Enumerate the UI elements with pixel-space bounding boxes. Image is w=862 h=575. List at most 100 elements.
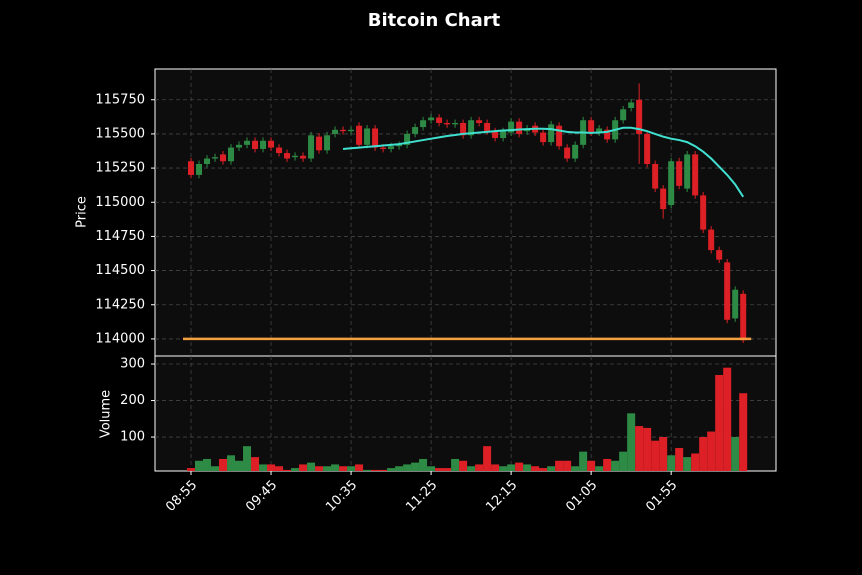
candle-body xyxy=(516,121,523,134)
candle-body xyxy=(196,163,203,175)
volume-bar xyxy=(355,464,364,471)
volume-bar xyxy=(203,458,212,471)
volume-tick-label: 200 xyxy=(120,393,145,408)
volume-bar xyxy=(587,460,596,471)
volume-bar xyxy=(467,466,476,471)
y-tick-label: 114500 xyxy=(95,263,145,278)
volume-bar xyxy=(275,466,284,471)
candle-body xyxy=(684,154,691,189)
candle-body xyxy=(388,146,395,149)
candle-body xyxy=(316,136,323,151)
y-tick-label: 115500 xyxy=(95,126,145,141)
volume-bar xyxy=(499,466,508,471)
candle-body xyxy=(260,140,267,149)
candle-body xyxy=(428,117,435,121)
volume-bar xyxy=(347,466,356,471)
volume-bar xyxy=(219,458,228,471)
candle-body xyxy=(604,129,611,140)
candle-body xyxy=(564,147,571,159)
volume-bar xyxy=(227,455,236,471)
candle-body xyxy=(252,140,259,149)
candle-body xyxy=(508,121,515,133)
candle-body xyxy=(716,250,723,260)
candle-body xyxy=(276,147,283,154)
volume-bar xyxy=(563,460,572,471)
candle-body xyxy=(468,120,475,136)
y-tick-label: 115000 xyxy=(95,195,145,210)
candle-body xyxy=(724,262,731,320)
candle-body xyxy=(692,154,699,196)
candle-body xyxy=(660,188,667,210)
candle-body xyxy=(644,133,651,164)
volume-axis-label: Volume xyxy=(99,390,114,438)
x-tick-label: 09:45 xyxy=(243,478,280,515)
candle-body xyxy=(380,147,387,149)
candle-body xyxy=(500,131,507,139)
candle-body xyxy=(588,120,595,133)
candle-body xyxy=(548,124,555,143)
volume-bar xyxy=(675,448,684,471)
volume-bar xyxy=(331,464,340,471)
candle-body xyxy=(540,132,547,143)
volume-bar xyxy=(715,374,724,471)
volume-bar xyxy=(579,451,588,471)
volume-bar xyxy=(531,466,540,471)
volume-bar xyxy=(731,437,740,471)
candle-body xyxy=(732,289,739,319)
candle-body xyxy=(700,195,707,230)
volume-bar xyxy=(443,468,452,471)
volume-bar xyxy=(683,457,692,471)
candle-body xyxy=(484,122,491,132)
candle-body xyxy=(452,122,459,125)
y-axis-label: Price xyxy=(75,196,90,228)
volume-bar xyxy=(483,446,492,471)
candle-body xyxy=(676,161,683,186)
volume-bar xyxy=(363,469,372,471)
volume-bar xyxy=(659,437,668,471)
volume-bar xyxy=(403,464,412,471)
candle-body xyxy=(220,154,227,162)
candle-body xyxy=(372,128,379,148)
candle-body xyxy=(460,122,467,136)
price-panel xyxy=(154,68,777,357)
candle-body xyxy=(556,125,563,147)
sma-line xyxy=(342,126,745,198)
x-tick-label: 08:55 xyxy=(163,478,200,515)
volume-bar xyxy=(211,466,220,471)
candle-body xyxy=(596,128,603,133)
volume-bar xyxy=(603,458,612,471)
volume-bar xyxy=(619,451,628,471)
volume-bar xyxy=(667,455,676,471)
candle-body xyxy=(412,127,419,134)
candle-body xyxy=(444,122,451,125)
volume-bar xyxy=(435,468,444,471)
candle-body xyxy=(308,135,315,159)
volume-bar xyxy=(459,460,468,471)
volume-bar xyxy=(699,437,708,471)
candle-body xyxy=(740,293,747,341)
volume-bar xyxy=(307,462,316,471)
candle-body xyxy=(292,155,299,158)
y-tick-label: 115250 xyxy=(95,161,145,176)
x-tick-label: 11:25 xyxy=(403,478,440,515)
plot-layer: 114000 114250 114500 114750 115000 115250 1155… xyxy=(95,69,776,515)
volume-bar xyxy=(707,431,716,471)
volume-bar xyxy=(299,464,308,471)
volume-bar xyxy=(371,469,380,471)
candle-body xyxy=(708,229,715,251)
candle-body xyxy=(404,133,411,145)
volume-bar xyxy=(283,469,292,471)
x-tick-label: 01:05 xyxy=(563,478,600,515)
candle-body xyxy=(284,153,291,159)
volume-bar xyxy=(643,427,652,471)
candle-body xyxy=(300,155,307,159)
volume-bar xyxy=(515,462,524,471)
x-tick-label: 01:55 xyxy=(643,478,680,515)
volume-panel xyxy=(154,355,777,472)
candle-body xyxy=(652,163,659,189)
candle-body xyxy=(436,117,443,123)
volume-bar xyxy=(339,466,348,471)
volume-bar xyxy=(411,462,420,471)
volume-bar xyxy=(395,466,404,471)
candle-body xyxy=(204,158,211,164)
